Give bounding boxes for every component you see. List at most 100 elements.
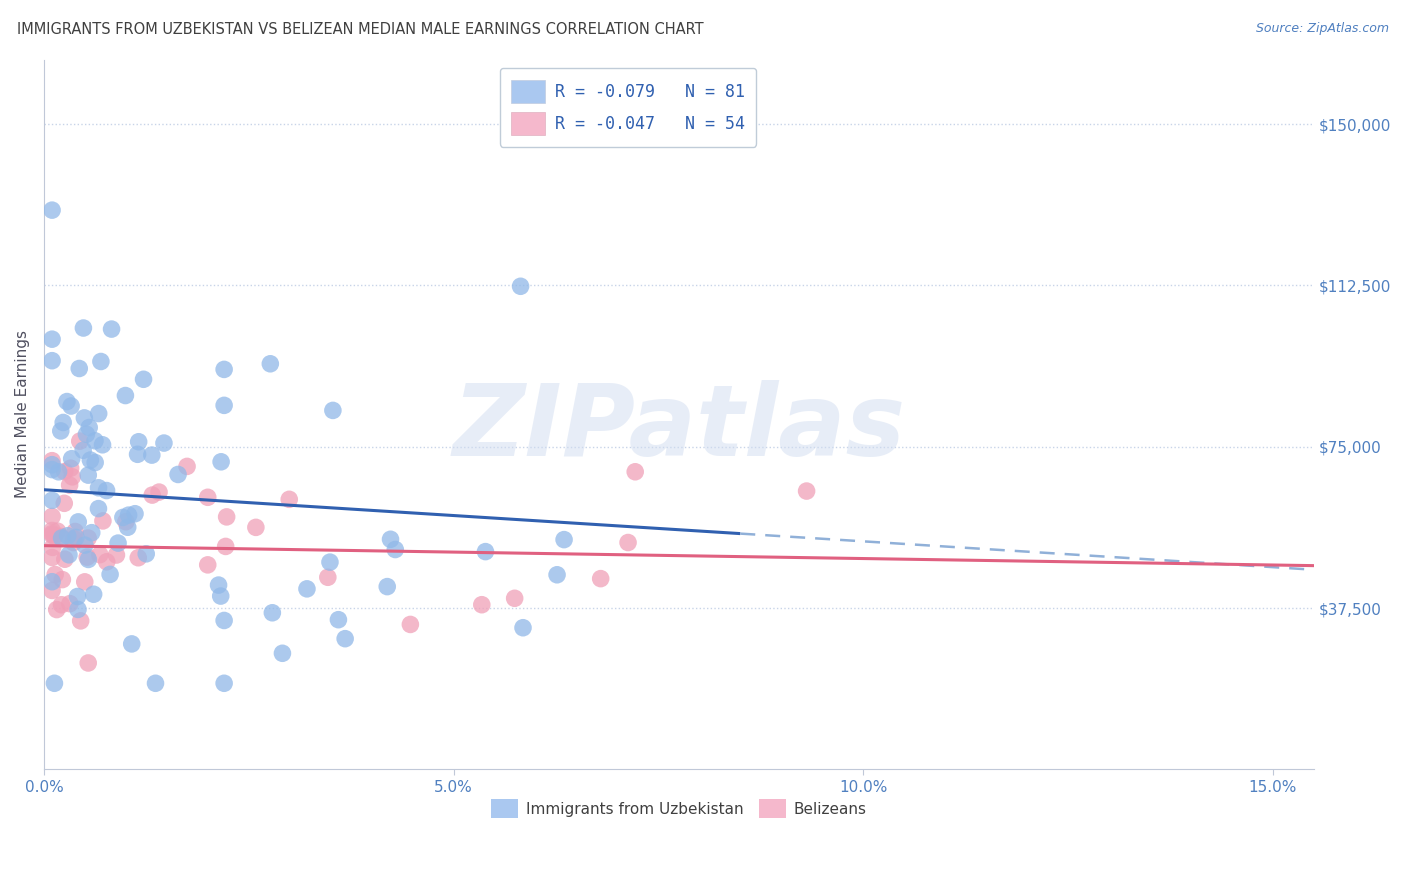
Point — [117, 508, 139, 523]
Point — [796, 484, 818, 499]
Point — [322, 403, 344, 417]
Point — [67, 515, 90, 529]
Point — [79, 453, 101, 467]
Point — [75, 427, 97, 442]
Point — [44, 676, 66, 690]
Point — [66, 590, 89, 604]
Point — [41, 509, 63, 524]
Point — [56, 394, 79, 409]
Point — [316, 570, 339, 584]
Point — [380, 533, 402, 547]
Point — [41, 550, 63, 565]
Point — [209, 455, 232, 469]
Point — [262, 606, 284, 620]
Point — [624, 465, 647, 479]
Point — [197, 558, 219, 572]
Point — [509, 279, 531, 293]
Point — [41, 462, 63, 476]
Point — [45, 602, 67, 616]
Point — [176, 459, 198, 474]
Point — [295, 582, 318, 596]
Point — [60, 470, 83, 484]
Point — [41, 574, 63, 589]
Point — [89, 548, 111, 562]
Point — [44, 529, 66, 543]
Point — [72, 443, 94, 458]
Point — [197, 491, 219, 505]
Point — [333, 632, 356, 646]
Point — [77, 656, 100, 670]
Y-axis label: Median Male Earnings: Median Male Earnings — [15, 330, 30, 499]
Point — [52, 416, 75, 430]
Point — [51, 598, 73, 612]
Text: IMMIGRANTS FROM UZBEKISTAN VS BELIZEAN MEDIAN MALE EARNINGS CORRELATION CHART: IMMIGRANTS FROM UZBEKISTAN VS BELIZEAN M… — [17, 22, 703, 37]
Point — [141, 488, 163, 502]
Point — [44, 567, 66, 582]
Point — [87, 501, 110, 516]
Point — [69, 614, 91, 628]
Point — [60, 451, 83, 466]
Point — [62, 535, 84, 549]
Point — [209, 589, 232, 603]
Point — [145, 676, 167, 690]
Point — [53, 465, 76, 479]
Point — [41, 583, 63, 598]
Point — [124, 507, 146, 521]
Point — [80, 525, 103, 540]
Point — [245, 520, 267, 534]
Point — [72, 321, 94, 335]
Point — [105, 548, 128, 562]
Point — [41, 458, 63, 472]
Point — [278, 492, 301, 507]
Text: Source: ZipAtlas.com: Source: ZipAtlas.com — [1256, 22, 1389, 36]
Point — [48, 465, 70, 479]
Point — [41, 493, 63, 508]
Point — [474, 544, 496, 558]
Point — [100, 322, 122, 336]
Point — [117, 520, 139, 534]
Point — [77, 468, 100, 483]
Point — [46, 524, 69, 538]
Point — [98, 567, 121, 582]
Point — [87, 481, 110, 495]
Point — [56, 529, 79, 543]
Point — [553, 533, 575, 547]
Point — [53, 552, 76, 566]
Point — [148, 485, 170, 500]
Point — [41, 524, 63, 538]
Point — [77, 531, 100, 545]
Point — [41, 526, 63, 541]
Point — [41, 453, 63, 467]
Point — [384, 542, 406, 557]
Point — [66, 602, 89, 616]
Point — [128, 434, 150, 449]
Point — [375, 580, 398, 594]
Point — [41, 528, 63, 542]
Point — [53, 496, 76, 510]
Point — [58, 548, 80, 562]
Legend: Immigrants from Uzbekistan, Belizeans: Immigrants from Uzbekistan, Belizeans — [484, 791, 875, 825]
Point — [127, 550, 149, 565]
Point — [111, 510, 134, 524]
Text: ZIPatlas: ZIPatlas — [453, 380, 905, 477]
Point — [51, 531, 73, 545]
Point — [84, 434, 107, 448]
Point — [141, 448, 163, 462]
Point — [107, 536, 129, 550]
Point — [503, 591, 526, 606]
Point — [41, 353, 63, 368]
Point — [215, 509, 238, 524]
Point — [132, 372, 155, 386]
Point — [69, 434, 91, 449]
Point — [127, 447, 149, 461]
Point — [76, 550, 98, 565]
Point — [77, 552, 100, 566]
Point — [59, 478, 82, 492]
Point — [41, 541, 63, 555]
Point — [77, 420, 100, 434]
Point — [512, 621, 534, 635]
Point — [87, 407, 110, 421]
Point — [259, 357, 281, 371]
Point — [114, 388, 136, 402]
Point — [135, 547, 157, 561]
